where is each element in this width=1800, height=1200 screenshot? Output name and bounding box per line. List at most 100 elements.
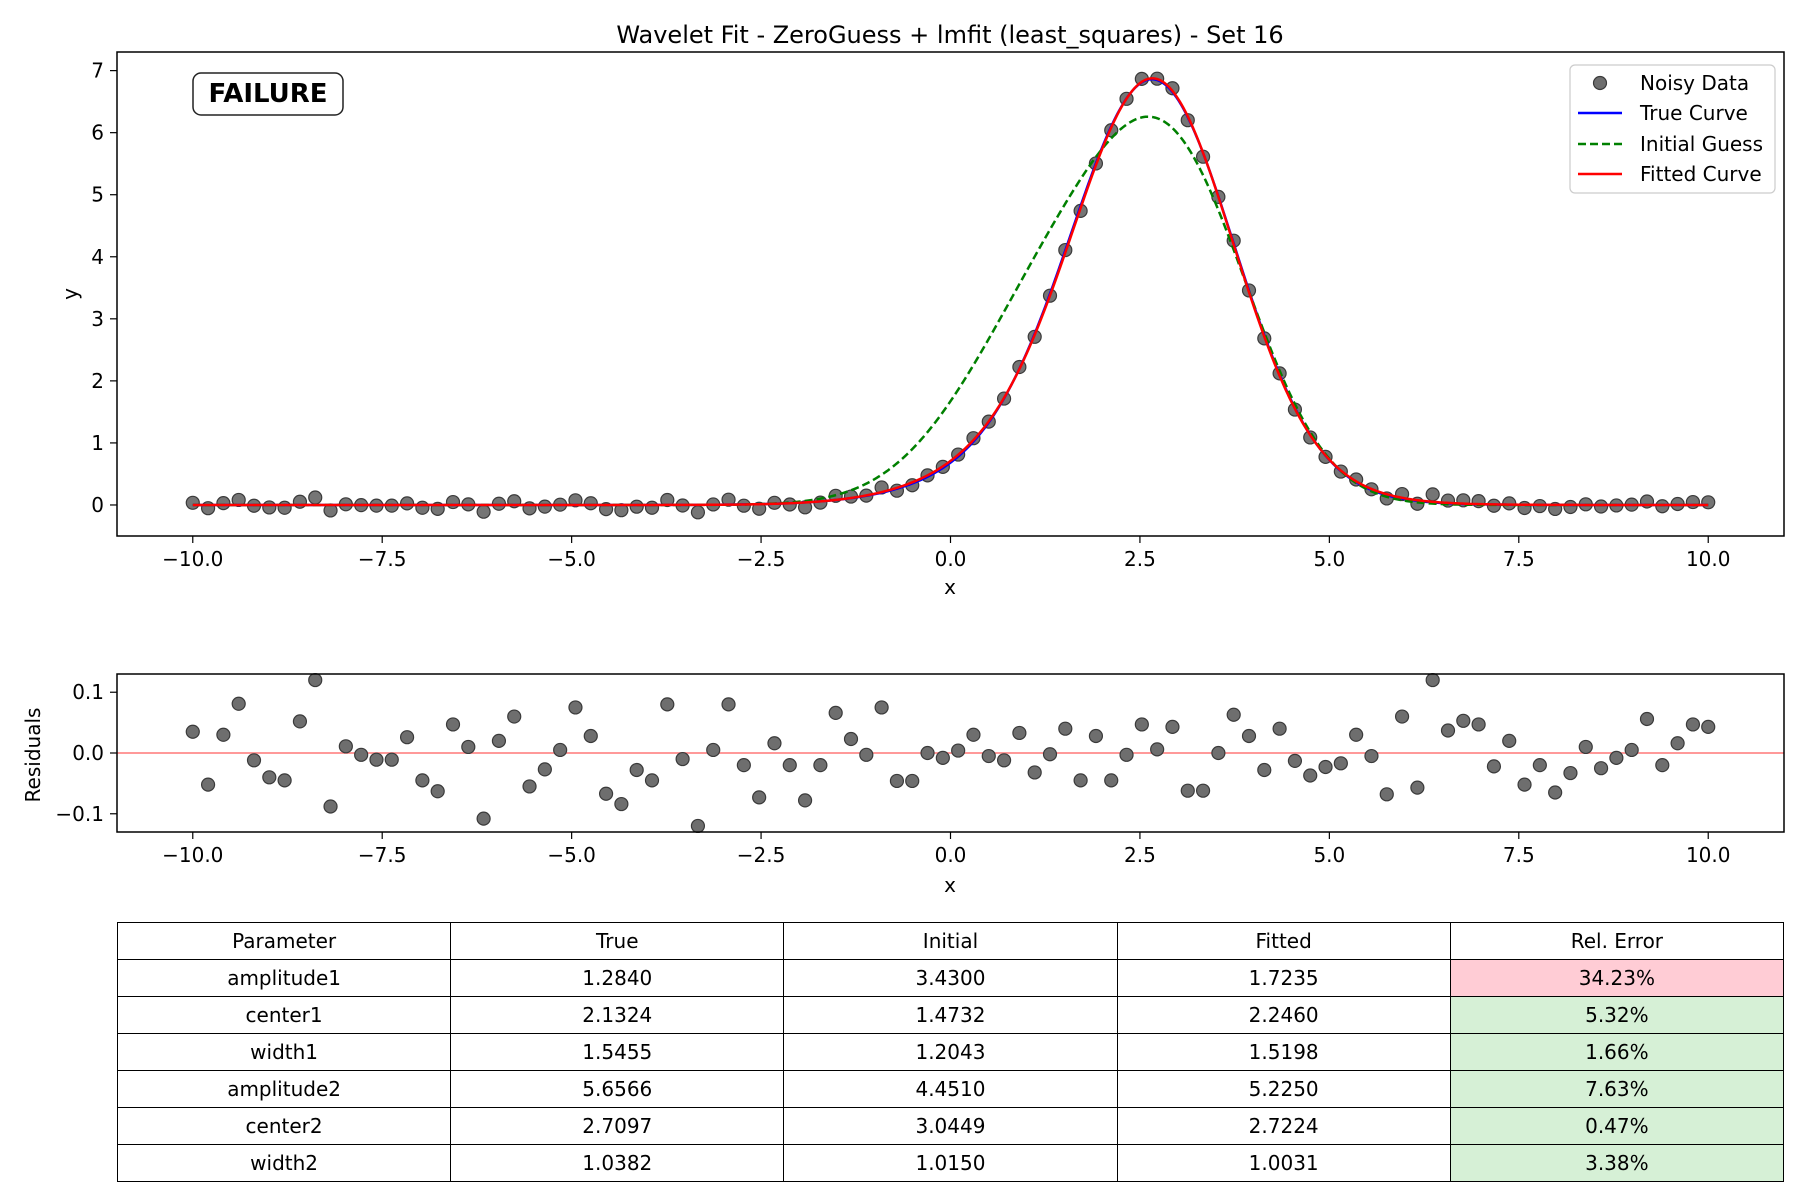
residual-point bbox=[1440, 723, 1456, 738]
fitted-curve bbox=[192, 77, 1709, 507]
cell-true: 5.6566 bbox=[450, 1070, 785, 1108]
residual-point bbox=[629, 762, 644, 778]
residuals-x-tick-label: 7.5 bbox=[1503, 843, 1535, 867]
table-header-row: Parameter True Initial Fitted Rel. Error bbox=[116, 922, 1785, 960]
cell-parameter: center1 bbox=[116, 996, 452, 1034]
residual-point bbox=[292, 714, 308, 729]
residuals-x-axis-label: x bbox=[944, 873, 956, 897]
cell-initial: 3.0449 bbox=[783, 1107, 1118, 1145]
main-y-tick-label: 0 bbox=[91, 493, 104, 517]
header-parameter: Parameter bbox=[116, 922, 452, 960]
residuals-x-tick-label: 0.0 bbox=[935, 843, 967, 867]
residual-point bbox=[1165, 719, 1180, 734]
residual-point bbox=[706, 742, 721, 758]
main-plot-area bbox=[185, 71, 1716, 520]
main-x-tick-label: 7.5 bbox=[1503, 547, 1535, 571]
cell-initial: 1.0150 bbox=[783, 1144, 1118, 1182]
residual-point bbox=[1532, 758, 1547, 773]
noisy-data-point bbox=[721, 492, 736, 507]
residual-point bbox=[583, 728, 598, 744]
main-x-tick-label: −10.0 bbox=[162, 547, 223, 571]
main-y-tick-label: 7 bbox=[91, 59, 104, 83]
residual-point bbox=[246, 753, 262, 768]
legend: Noisy Data True Curve Initial Guess Fitt… bbox=[1569, 64, 1776, 194]
table-row: center1 2.1324 1.4732 2.2460 5.32% bbox=[116, 996, 1785, 1034]
cell-fitted: 1.7235 bbox=[1116, 959, 1451, 997]
main-y-tick-label: 1 bbox=[91, 431, 104, 455]
residual-point bbox=[660, 697, 675, 712]
legend-label-true: True Curve bbox=[1639, 101, 1748, 125]
cell-parameter: width1 bbox=[116, 1033, 452, 1071]
table-row: center2 2.7097 3.0449 2.7224 0.47% bbox=[116, 1107, 1785, 1145]
noisy-data-point bbox=[1701, 495, 1716, 510]
residual-point bbox=[1318, 759, 1333, 775]
legend-label-fitted: Fitted Curve bbox=[1640, 162, 1762, 186]
residual-point bbox=[752, 790, 767, 805]
residual-point bbox=[1701, 719, 1716, 734]
residual-point bbox=[323, 799, 338, 814]
main-x-tick-label: 5.0 bbox=[1313, 547, 1345, 571]
cell-fitted: 2.2460 bbox=[1116, 996, 1451, 1034]
residual-point bbox=[1104, 773, 1119, 788]
residual-point bbox=[797, 793, 813, 808]
cell-initial: 4.4510 bbox=[783, 1070, 1118, 1108]
noisy-data-point bbox=[262, 500, 277, 515]
noisy-data-point bbox=[629, 499, 644, 514]
residual-point bbox=[568, 700, 583, 715]
cell-initial: 1.2043 bbox=[783, 1033, 1118, 1071]
main-y-tick-label: 2 bbox=[91, 369, 104, 393]
residual-point bbox=[491, 733, 507, 748]
noisy-data-point bbox=[185, 495, 200, 510]
noisy-data-point bbox=[200, 501, 216, 516]
residual-point bbox=[185, 724, 200, 739]
cell-true: 2.7097 bbox=[450, 1107, 785, 1145]
residual-point bbox=[1563, 765, 1578, 781]
cell-fitted: 1.5198 bbox=[1116, 1033, 1451, 1071]
residuals-x-tick-label: −2.5 bbox=[737, 843, 786, 867]
residual-point bbox=[461, 739, 476, 755]
noisy-data-point bbox=[476, 504, 491, 519]
noisy-data-point bbox=[660, 492, 675, 508]
residual-point bbox=[1593, 761, 1609, 776]
residual-point bbox=[262, 770, 277, 785]
noisy-data-point bbox=[277, 500, 292, 515]
initial-guess-curve bbox=[192, 115, 1709, 507]
true-curve bbox=[192, 77, 1709, 507]
residual-point bbox=[277, 773, 292, 788]
noisy-data-point bbox=[415, 500, 430, 515]
residual-point bbox=[598, 786, 614, 801]
noisy-data-point bbox=[690, 505, 706, 520]
residual-point bbox=[1349, 727, 1364, 742]
residual-point bbox=[1180, 783, 1195, 798]
residual-point bbox=[828, 705, 843, 720]
main-plot: −10.0 −7.5 −5.0 −2.5 0.0 2.5 5.0 7.5 10.0 0 1 2 3 4 5 6… bbox=[91, 51, 1785, 571]
residual-point bbox=[1655, 758, 1670, 773]
cell-initial: 3.4300 bbox=[783, 959, 1118, 997]
failure-badge-box bbox=[192, 72, 344, 116]
noisy-data-point bbox=[537, 499, 552, 514]
residual-point bbox=[1502, 733, 1517, 748]
residuals-x-tick-label: −5.0 bbox=[547, 843, 596, 867]
residual-point bbox=[966, 727, 981, 742]
residual-point bbox=[1058, 721, 1073, 736]
residual-point bbox=[354, 747, 369, 762]
main-x-tick-label: −7.5 bbox=[358, 547, 407, 571]
residual-point bbox=[843, 731, 859, 747]
noisy-data-point bbox=[1517, 500, 1532, 516]
residual-point bbox=[859, 747, 874, 762]
cell-rel-error: 1.66% bbox=[1449, 1033, 1785, 1071]
residuals-x-tick-label: −10.0 bbox=[162, 843, 223, 867]
residuals-y-tick-label: −0.1 bbox=[55, 802, 104, 826]
noisy-data-point bbox=[568, 493, 583, 508]
cell-rel-error: 5.32% bbox=[1449, 996, 1785, 1034]
residual-point bbox=[415, 773, 430, 788]
table-row: amplitude2 5.6566 4.4510 5.2250 7.63% bbox=[116, 1070, 1785, 1108]
table-row: width1 1.5455 1.2043 1.5198 1.66% bbox=[116, 1033, 1785, 1071]
main-y-tick-label: 6 bbox=[91, 121, 104, 145]
residual-point bbox=[1379, 787, 1394, 802]
residual-point bbox=[1012, 725, 1027, 741]
main-y-tick-label: 4 bbox=[91, 245, 104, 269]
cell-initial: 1.4732 bbox=[783, 996, 1118, 1034]
residual-point bbox=[1241, 728, 1257, 744]
noisy-data-point bbox=[1563, 499, 1578, 515]
